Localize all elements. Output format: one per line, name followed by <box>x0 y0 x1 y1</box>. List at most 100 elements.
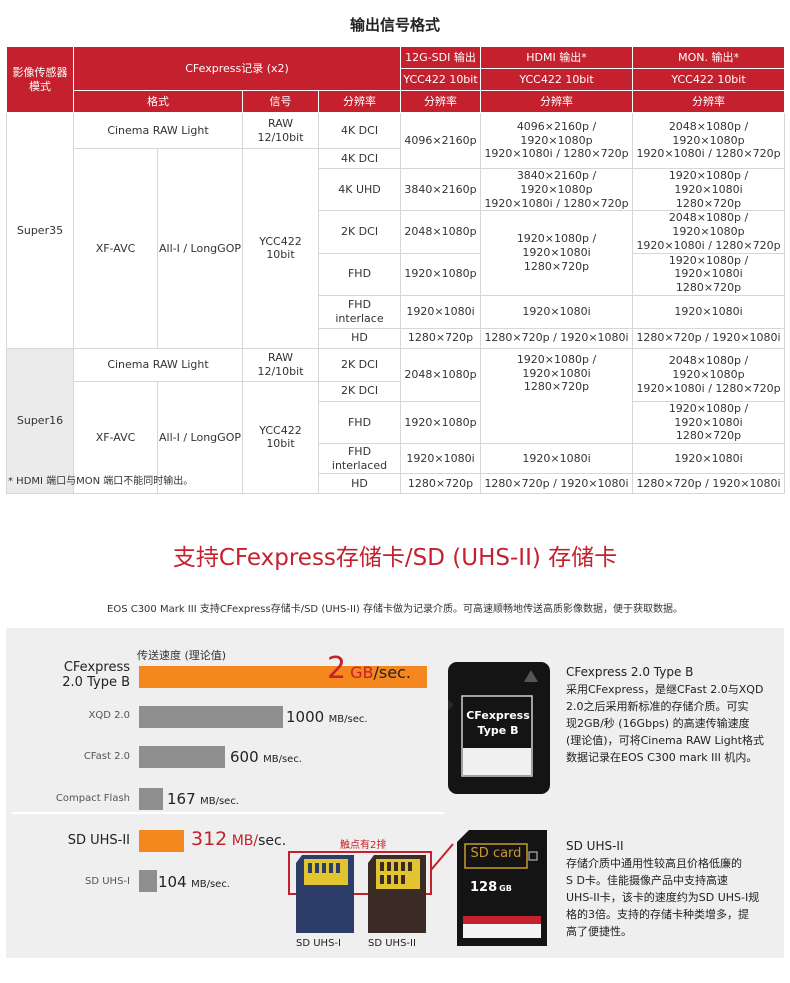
mode-super16: Super16 <box>6 347 74 495</box>
sd-uhs2-card-image <box>368 855 426 933</box>
bar-value-xqd: 1000 MB/sec. <box>286 708 368 726</box>
mon-cell: 2048×1080p / 1920×1080p 1920×1080i / 128… <box>632 347 786 402</box>
sd-card-label: SD card <box>470 846 522 861</box>
res-cell: 4K DCI <box>317 148 402 169</box>
contacts-callout <box>288 843 454 895</box>
hdmi-cell: 1920×1080i <box>480 443 634 474</box>
cfexpress-desc-title: CFexpress 2.0 Type B <box>566 665 694 679</box>
sdi-cell: 1920×1080i <box>400 294 482 329</box>
res-cell: 2K DCI <box>317 347 402 382</box>
mon-cell: 1280×720p / 1920×1080i <box>632 473 786 494</box>
desc-line: 现2GB/秒 (16Gbps) 的高速传输速度 <box>566 717 750 730</box>
sd-description: SD UHS-II 存储介质中通用性较高且价格低廉的 S D卡。佳能摄像产品中支… <box>566 838 778 940</box>
speed-bar-sd-uhs1 <box>139 870 157 892</box>
header-format: 格式 <box>73 90 243 113</box>
desc-line: S D卡。佳能摄像产品中支持高速 <box>566 874 728 887</box>
sd-uhs2-label: SD UHS-II <box>368 938 416 949</box>
hdmi-cell: 3840×2160p / 1920×1080p 1920×1080i / 128… <box>480 167 634 212</box>
res-cell: 4K UHD <box>317 167 402 212</box>
panel-divider <box>12 812 444 814</box>
desc-line: 数据记录在EOS C300 mark III 机内。 <box>566 751 758 764</box>
cfexpress-card-label: CFexpress Type B <box>466 709 530 737</box>
sdi-cell: 1920×1080p <box>400 252 482 296</box>
bar-label-sd-uhs2: SD UHS-II <box>67 833 130 848</box>
speed-bar-compactflash <box>139 788 163 810</box>
storage-title: 支持CFexpress存储卡/SD (UHS-II) 存储卡 <box>172 545 618 571</box>
sd-card-capacity: 128 GB <box>470 880 512 895</box>
res-cell: HD <box>317 327 402 349</box>
desc-line: 2.0之后采用新标准的存储介质。可实 <box>566 700 749 713</box>
sdi-cell: 1280×720p <box>400 327 482 349</box>
output-signal-table: 影像传感器模式 CFexpress记录 (x2) 12G-SDI 输出 HDMI… <box>6 46 786 495</box>
format-raw: Cinema RAW Light <box>73 347 243 382</box>
bar-label-cfast: CFast 2.0 <box>83 751 130 762</box>
mon-cell: 1280×720p / 1920×1080i <box>632 327 786 349</box>
sdi-cell: 1920×1080p <box>400 400 482 445</box>
res-cell: 4K DCI <box>317 112 402 149</box>
header-sdi-resolution: 分辨率 <box>400 90 482 113</box>
desc-line: UHS-II卡，该卡的速度约为SD UHS-I规 <box>566 891 760 904</box>
storage-intro: EOS C300 Mark III 支持CFexpress存储卡/SD (UHS… <box>107 604 683 615</box>
hdmi-cell: 1920×1080p / 1920×1080i 1280×720p <box>480 347 634 445</box>
sdi-cell: 2048×1080p <box>400 347 482 402</box>
sdi-cell: 1920×1080i <box>400 443 482 474</box>
header-mon-format: YCC422 10bit <box>632 68 786 91</box>
res-cell: 2K DCI <box>317 380 402 402</box>
header-hdmi: HDMI 输出* <box>480 46 634 69</box>
cfexpress-description: CFexpress 2.0 Type B 采用CFexpress，是继CFast… <box>566 664 778 766</box>
header-sdi-format: YCC422 10bit <box>400 68 482 91</box>
hdmi-cell: 1920×1080i <box>480 294 634 329</box>
signal-output-title: 输出信号格式 <box>349 16 440 34</box>
header-mon-resolution: 分辨率 <box>632 90 786 113</box>
signal-raw: RAW 12/10bit <box>242 112 319 149</box>
hdmi-cell: 4096×2160p / 1920×1080p 1920×1080i / 128… <box>480 112 634 169</box>
res-cell: FHD <box>317 252 402 296</box>
codec-alli-longgop: All-I / LongGOP <box>157 148 243 349</box>
sdi-cell: 2048×1080p <box>400 210 482 254</box>
header-sdi: 12G-SDI 输出 <box>400 46 482 69</box>
desc-line: 采用CFexpress，是继CFast 2.0与XQD <box>566 683 764 696</box>
mon-cell: 1920×1080i <box>632 443 786 474</box>
header-resolution: 分辨率 <box>317 90 402 113</box>
signal-ycc: YCC422 10bit <box>242 148 319 349</box>
sd-uhs1-label: SD UHS-I <box>296 938 341 949</box>
speed-bar-cfexpress <box>139 666 427 688</box>
res-cell: 2K DCI <box>317 210 402 254</box>
mon-cell: 2048×1080p / 1920×1080p 1920×1080i / 128… <box>632 112 786 169</box>
sd-card-image <box>457 830 547 946</box>
mode-super35: Super35 <box>6 112 74 349</box>
bar-value-cfexpress: 2 GB/sec. <box>327 651 411 686</box>
mon-cell: 1920×1080p / 1920×1080i 1280×720p <box>632 400 786 445</box>
signal-ycc: YCC422 10bit <box>242 380 319 495</box>
res-cell: FHD interlaced <box>317 443 402 474</box>
sdi-cell: 4096×2160p <box>400 112 482 169</box>
desc-line: 高了便捷性。 <box>566 925 632 938</box>
codec-alli-longgop: All-I / LongGOP <box>157 380 243 495</box>
speed-header: 传送速度 (理论值) <box>137 649 227 662</box>
sd-uhs1-card-image <box>296 855 354 933</box>
mon-cell: 1920×1080i <box>632 294 786 329</box>
footnote: * HDMI 端口与MON 端口不能同时输出。 <box>8 476 194 487</box>
sd-desc-title: SD UHS-II <box>566 839 624 853</box>
header-hdmi-format: YCC422 10bit <box>480 68 634 91</box>
sdi-cell: 3840×2160p <box>400 167 482 212</box>
sdi-cell: 1280×720p <box>400 473 482 494</box>
bar-value-sd-uhs1: 104 MB/sec. <box>158 873 230 891</box>
bar-label-sd-uhs1: SD UHS-I <box>85 876 130 887</box>
desc-line: 存储介质中通用性较高且价格低廉的 <box>566 857 742 870</box>
format-xfavc: XF-AVC <box>73 148 158 349</box>
header-hdmi-resolution: 分辨率 <box>480 90 634 113</box>
header-signal: 信号 <box>242 90 319 113</box>
bar-label-cfexpress: CFexpress 2.0 Type B <box>62 660 130 690</box>
mon-cell: 1920×1080p / 1920×1080i 1280×720p <box>632 252 786 296</box>
mon-cell: 1920×1080p / 1920×1080i 1280×720p <box>632 167 786 212</box>
format-xfavc: XF-AVC <box>73 380 158 495</box>
speed-bar-sd-uhs2 <box>139 830 184 852</box>
desc-line: (理论值)，可将Cinema RAW Light格式 <box>566 734 764 747</box>
cfexpress-card-image <box>448 662 550 794</box>
res-cell: FHD interlace <box>317 294 402 329</box>
contacts-label: 触点有2排 <box>340 840 387 851</box>
res-cell: FHD <box>317 400 402 445</box>
format-raw: Cinema RAW Light <box>73 112 243 149</box>
speed-bar-cfast <box>139 746 225 768</box>
